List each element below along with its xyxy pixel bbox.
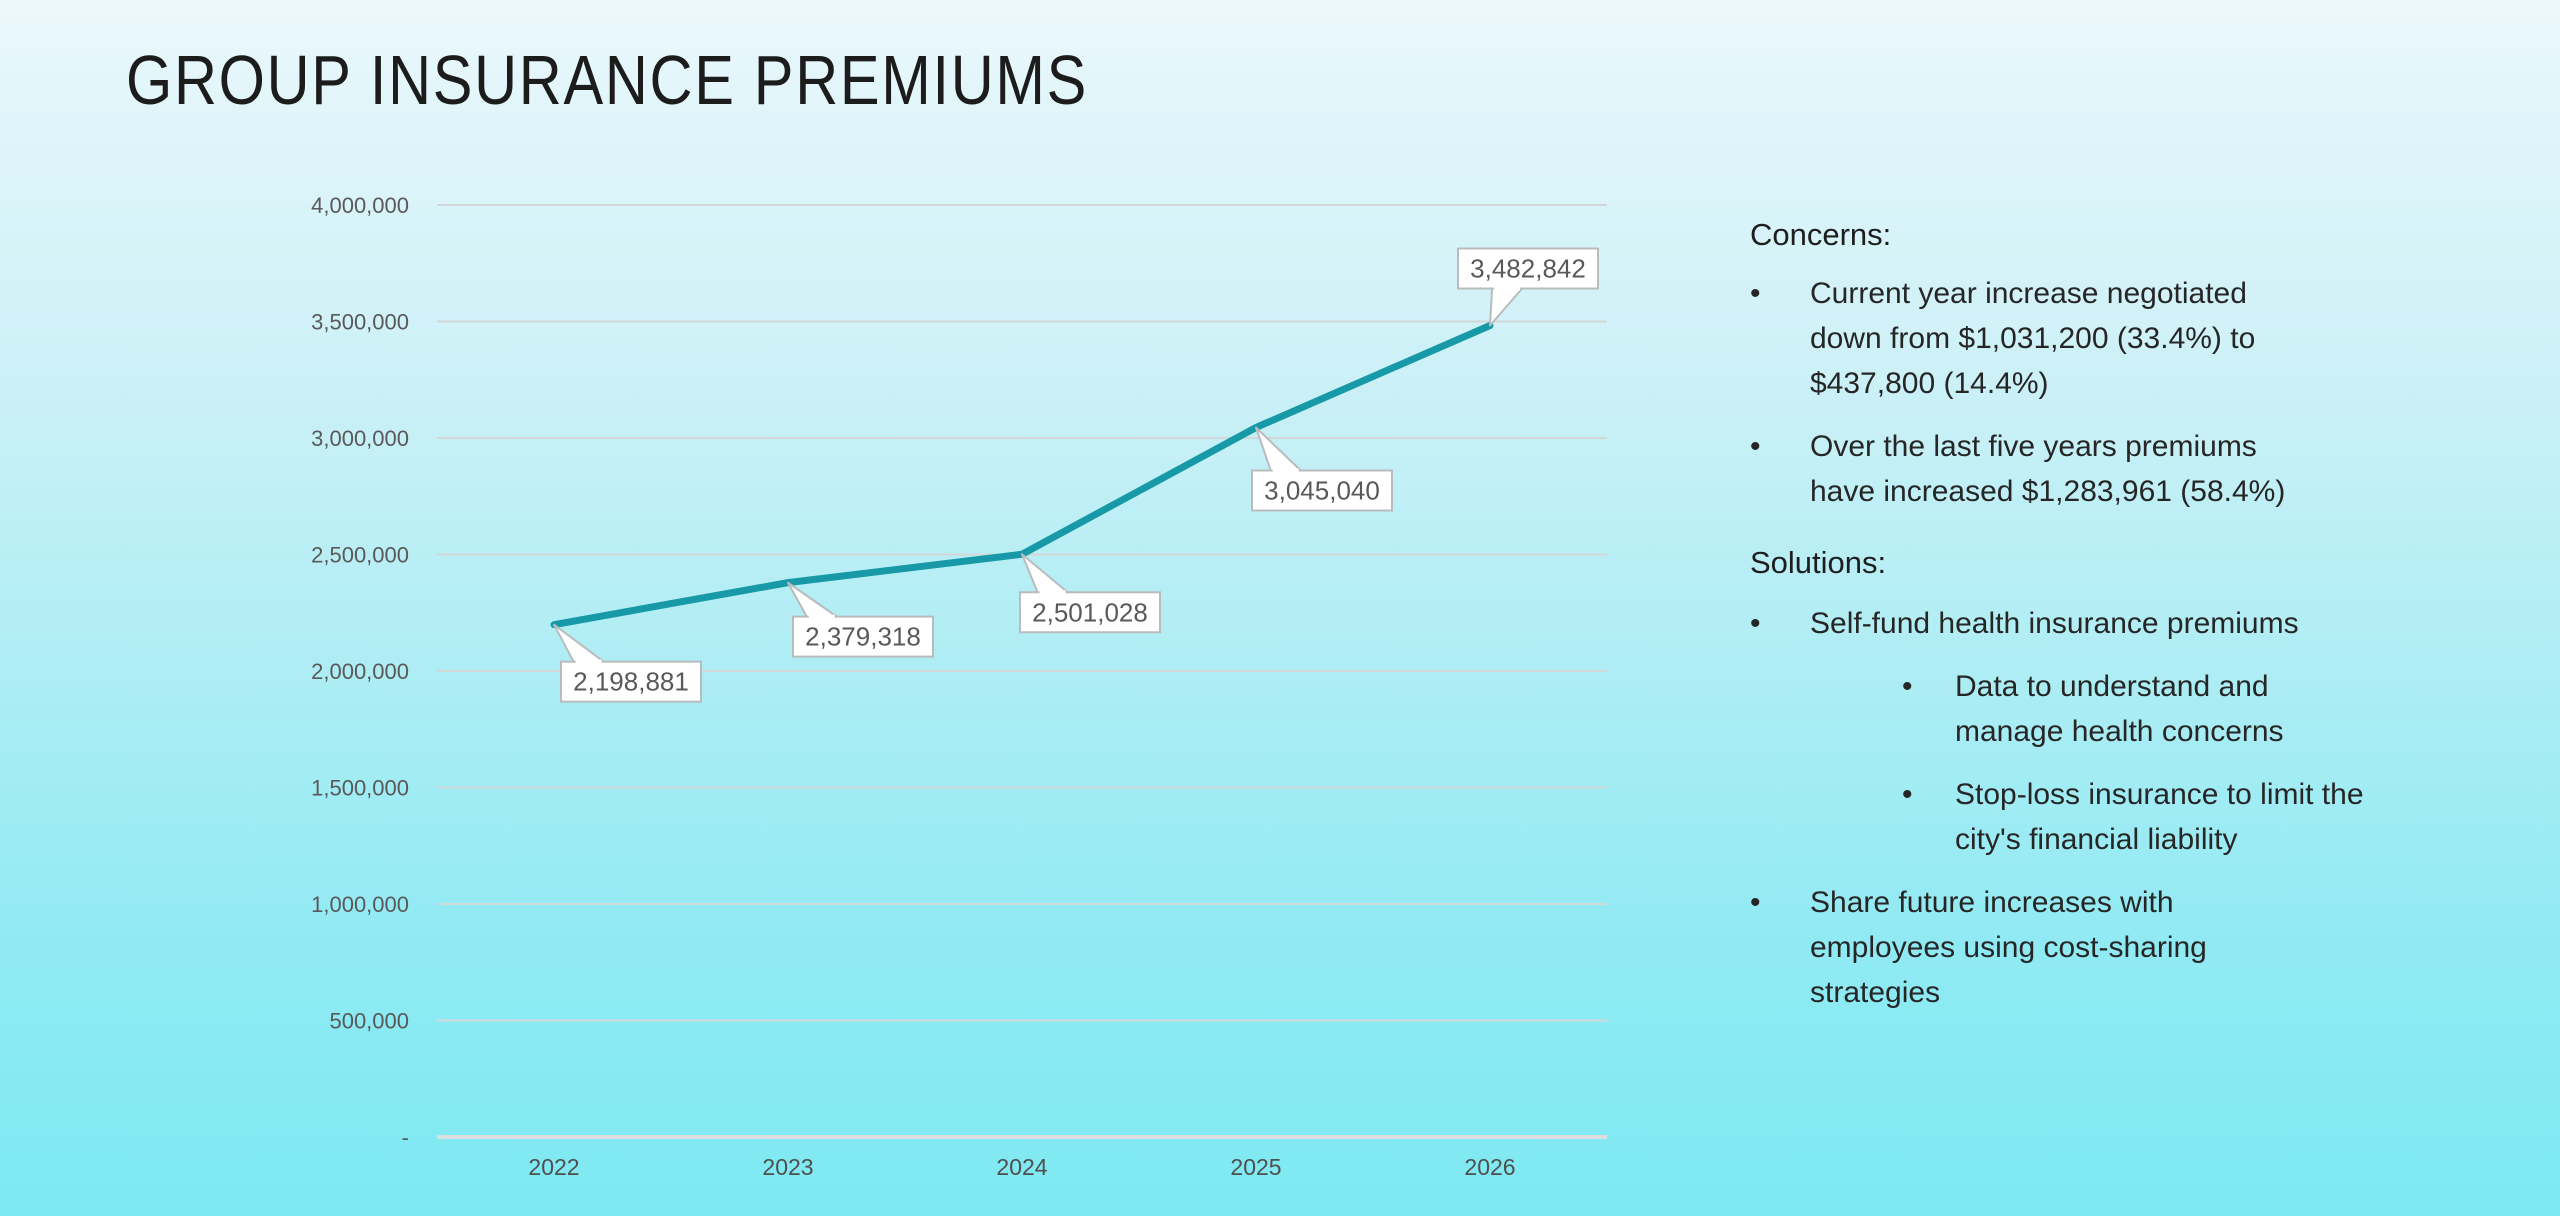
y-axis-tick-label: 3,500,000	[311, 310, 409, 335]
x-axis-tick-label: 2026	[1464, 1154, 1515, 1180]
data-label-box	[1251, 469, 1393, 512]
data-label-pointer	[1255, 426, 1302, 472]
y-axis-tick-label: 1,500,000	[311, 776, 409, 801]
concerns-heading: Concerns:	[1750, 217, 1892, 252]
bullet-glyph: •	[1750, 607, 1761, 640]
y-axis-tick-label: 4,000,000	[311, 193, 409, 218]
data-label-pointer	[1021, 553, 1069, 594]
slide-title: GROUP INSURANCE PREMIUMS	[126, 41, 1089, 119]
solutions-list: • Self-fund health insurance premiums • Dat…	[1750, 601, 2450, 1015]
data-label-value: 2,379,318	[805, 622, 921, 652]
data-label-value: 3,482,842	[1470, 253, 1586, 283]
bullet-text: Data to understand and manage health con…	[1955, 670, 2284, 748]
data-label-pointer	[1489, 287, 1524, 327]
bullet-text: Over the last five years premiums have i…	[1810, 430, 2286, 508]
data-label-value: 2,501,028	[1032, 597, 1148, 627]
bullet-item: • Data to understand and manage health co…	[1750, 664, 2450, 754]
x-axis-tick-label: 2023	[762, 1154, 813, 1180]
x-axis-tick-label: 2025	[1230, 1154, 1281, 1180]
bullet-glyph: •	[1750, 886, 1761, 919]
y-axis-tick-label: -	[402, 1125, 409, 1150]
bullet-text: Self-fund health insurance premiums	[1810, 607, 2299, 640]
bullet-glyph: •	[1902, 670, 1913, 703]
bullet-item: • Over the last five years premiums have …	[1750, 424, 2450, 514]
bullet-glyph: •	[1750, 277, 1761, 310]
concerns-list: • Current year increase negotiated down f…	[1750, 271, 2450, 514]
data-label-pointer	[787, 581, 838, 618]
bullet-item: • Stop-loss insurance to limit the city's…	[1750, 772, 2450, 862]
notes-panel: Concerns: • Current year increase negotia…	[1750, 212, 2450, 1033]
y-axis-tick-label: 500,000	[329, 1009, 409, 1034]
bullet-text: Stop-loss insurance to limit the city's …	[1955, 778, 2364, 856]
bullet-item: • Self-fund health insurance premiums	[1750, 601, 2450, 646]
y-axis-tick-label: 2,000,000	[311, 659, 409, 684]
y-axis-tick-label: 3,000,000	[311, 426, 409, 451]
data-label-value: 2,198,881	[573, 667, 689, 697]
x-axis-tick-label: 2022	[528, 1154, 579, 1180]
y-axis-tick-label: 2,500,000	[311, 543, 409, 568]
data-label-pointer	[553, 623, 605, 663]
data-label-box	[792, 615, 934, 658]
bullet-text: Share future increases with employees us…	[1810, 886, 2207, 1009]
bullet-item: • Current year increase negotiated down f…	[1750, 271, 2450, 406]
bullet-glyph: •	[1750, 430, 1761, 463]
data-label-value: 3,045,040	[1264, 476, 1380, 506]
bullet-glyph: •	[1902, 778, 1913, 811]
data-label-box	[1019, 591, 1161, 634]
solutions-heading: Solutions:	[1750, 545, 1887, 580]
data-label-box	[560, 660, 702, 703]
x-axis-tick-label: 2024	[996, 1154, 1047, 1180]
bullet-item: • Share future increases with employees u…	[1750, 880, 2450, 1015]
y-axis-tick-label: 1,000,000	[311, 892, 409, 917]
bullet-text: Current year increase negotiated down fr…	[1810, 277, 2256, 400]
data-label-box	[1457, 247, 1599, 290]
